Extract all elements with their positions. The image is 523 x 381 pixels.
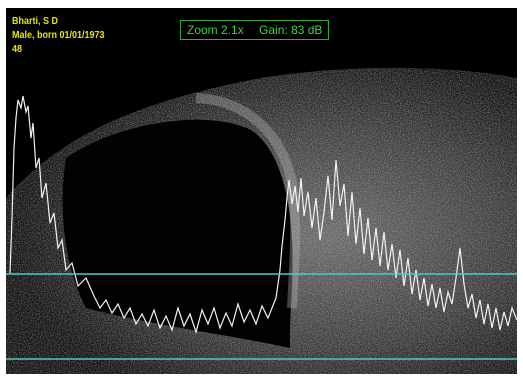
- patient-sex-dob: Male, born 01/01/1973: [12, 30, 105, 41]
- patient-name: Bharti, S D: [12, 16, 59, 27]
- b-scan-image: [6, 8, 517, 374]
- ultrasound-viewport[interactable]: Bharti, S D Male, born 01/01/1973 48 Zoo…: [6, 8, 517, 374]
- zoom-gain-readout: Zoom 2.1x Gain: 83 dB: [180, 20, 330, 40]
- zoom-value: Zoom 2.1x: [187, 23, 244, 37]
- gain-value: Gain: 83 dB: [259, 23, 323, 37]
- anechoic-region: [62, 119, 293, 348]
- a-scan-trace: [93, 159, 517, 335]
- initial-echo-spike: [9, 95, 95, 297]
- frame-number: 48: [12, 44, 23, 55]
